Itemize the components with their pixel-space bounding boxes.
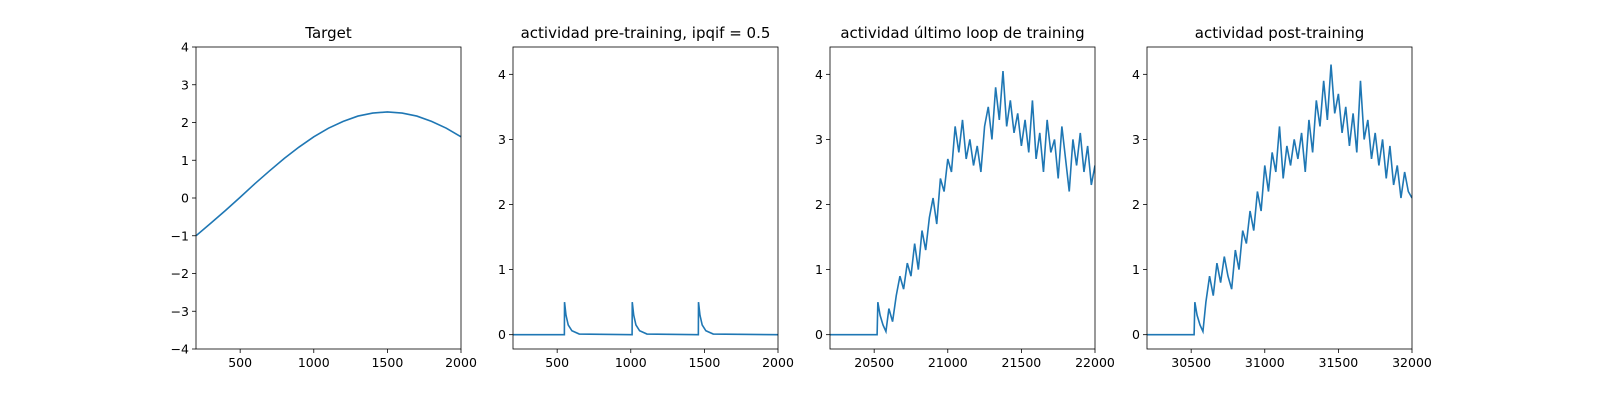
y-tick-label: 2	[498, 197, 506, 212]
y-tick-label: 3	[1132, 132, 1140, 147]
y-tick-label: 3	[498, 132, 506, 147]
y-tick-label: 0	[498, 327, 506, 342]
y-tick-label: 2	[181, 115, 189, 130]
x-tick-label: 21500	[1002, 355, 1042, 370]
y-tick-label: 0	[815, 327, 823, 342]
x-tick-label: 31500	[1319, 355, 1359, 370]
y-tick-label: −3	[171, 304, 189, 319]
y-tick-label: 0	[1132, 327, 1140, 342]
y-tick-label: 1	[498, 262, 506, 277]
x-tick-label: 21000	[928, 355, 968, 370]
x-tick-label: 2000	[445, 355, 477, 370]
x-tick-label: 22000	[1075, 355, 1115, 370]
y-tick-label: 1	[181, 153, 189, 168]
y-tick-label: 4	[815, 67, 823, 82]
y-tick-label: 3	[815, 132, 823, 147]
y-tick-label: −4	[171, 342, 189, 357]
line-series	[196, 111, 461, 237]
y-tick-label: 4	[1132, 67, 1140, 82]
subplot: Target 500 1000 1500 2000 −4 −3 −2 −1 0 1 2 3 4	[171, 24, 477, 370]
x-tick-label: 1000	[298, 355, 330, 370]
line-series	[513, 302, 778, 336]
x-tick-label: 500	[545, 355, 569, 370]
y-tick-label: 1	[815, 262, 823, 277]
axes-frame	[195, 46, 462, 350]
y-tick-label: 4	[498, 67, 506, 82]
axes-frame	[512, 46, 779, 350]
axes-frame	[829, 46, 1096, 350]
y-tick-label: 4	[181, 40, 189, 55]
x-tick-label: 20500	[854, 355, 894, 370]
x-tick-label: 1500	[371, 355, 403, 370]
y-tick-label: 3	[181, 77, 189, 92]
y-tick-label: 2	[815, 197, 823, 212]
y-tick-label: 0	[181, 191, 189, 206]
y-tick-label: 1	[1132, 262, 1140, 277]
axes-frame	[1146, 46, 1413, 350]
y-tick-label: −2	[171, 266, 189, 281]
line-series	[830, 71, 1095, 336]
x-tick-label: 31000	[1245, 355, 1285, 370]
subplot-title: actividad pre-training, ipqif = 0.5	[521, 24, 771, 42]
line-series	[1147, 64, 1412, 336]
x-tick-label: 32000	[1392, 355, 1432, 370]
subplot-title: actividad post-training	[1195, 24, 1364, 42]
subplot-title: actividad último loop de training	[840, 24, 1084, 42]
x-tick-label: 1000	[615, 355, 647, 370]
x-tick-label: 30500	[1171, 355, 1211, 370]
y-tick-label: 2	[1132, 197, 1140, 212]
x-tick-label: 500	[228, 355, 252, 370]
y-tick-label: −1	[171, 228, 189, 243]
x-tick-label: 1500	[688, 355, 720, 370]
x-tick-label: 2000	[762, 355, 794, 370]
subplot-title: Target	[304, 24, 352, 42]
